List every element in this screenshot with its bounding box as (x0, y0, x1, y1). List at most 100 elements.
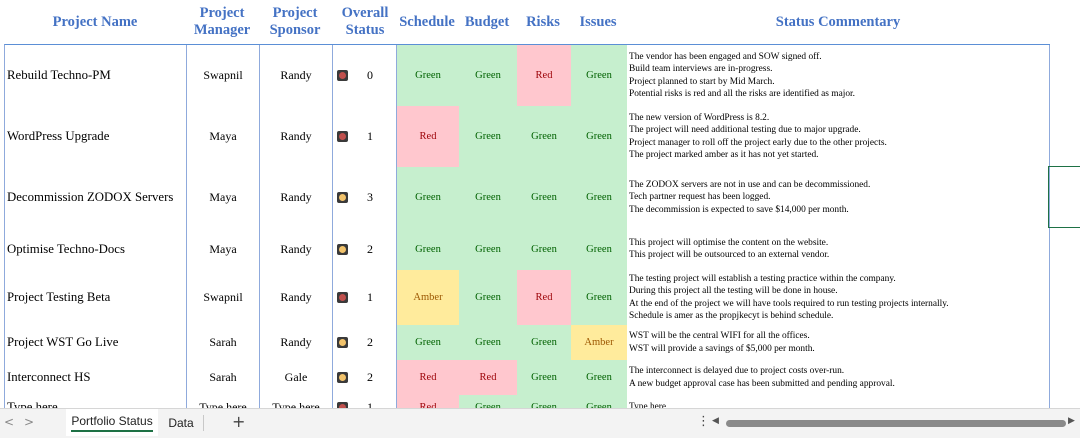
project-name-cell[interactable]: WordPress Upgrade (7, 129, 110, 143)
header-schedule[interactable]: Schedule (399, 13, 455, 30)
project-name-cell[interactable]: Project Testing Beta (7, 290, 111, 304)
spreadsheet-grid[interactable]: Project Name Project Manager Project Spo… (0, 0, 1080, 408)
schedule-cell[interactable]: Red (397, 395, 459, 408)
sheet-tab-bar: < > Portfolio Status Data + ⋮ ◀ ▶ (0, 408, 1080, 438)
overall-status-cell[interactable]: 2 (367, 241, 373, 256)
risks-cell[interactable]: Green (517, 395, 571, 408)
budget-cell[interactable]: Green (459, 167, 517, 228)
project-manager-cell[interactable]: Sarah (209, 335, 237, 349)
project-name-cell[interactable]: Interconnect HS (7, 370, 91, 384)
project-manager-cell[interactable]: Swapnil (203, 290, 243, 304)
overall-status-cell[interactable]: 2 (367, 370, 373, 384)
header-project-manager[interactable]: Project Manager (193, 5, 251, 38)
status-commentary-cell[interactable]: The vendor has been engaged and SOW sign… (629, 51, 855, 99)
overall-status-cell[interactable]: 1 (367, 129, 373, 143)
budget-cell[interactable]: Green (459, 270, 517, 325)
red-dot-icon (333, 106, 351, 167)
tab-portfolio-status[interactable]: Portfolio Status (66, 409, 158, 436)
status-commentary-cell[interactable]: The interconnect is delayed due to proje… (629, 366, 895, 389)
header-budget[interactable]: Budget (464, 13, 510, 30)
overall-status-cell[interactable]: 0 (367, 68, 373, 82)
project-manager-cell[interactable]: Type here (199, 399, 247, 409)
issues-cell[interactable]: Green (571, 106, 627, 167)
project-manager-cell[interactable]: Maya (209, 241, 237, 256)
project-name-cell[interactable]: Optimise Techno-Docs (7, 241, 125, 256)
budget-cell[interactable]: Green (459, 325, 517, 360)
schedule-cell[interactable]: Red (397, 106, 459, 167)
column-divider (186, 44, 187, 408)
header-overall-status[interactable]: Overall Status (341, 5, 389, 38)
project-sponsor-cell[interactable]: Gale (284, 370, 308, 384)
issues-cell[interactable]: Green (571, 360, 627, 395)
budget-cell[interactable]: Green (459, 45, 517, 106)
project-sponsor-cell[interactable]: Randy (280, 190, 312, 204)
status-commentary-cell[interactable]: This project will optimise the content o… (629, 237, 830, 260)
issues-cell[interactable]: Green (571, 167, 627, 228)
overall-status-cell[interactable]: 2 (367, 335, 373, 349)
project-name-cell[interactable]: Type here (7, 399, 58, 409)
issues-cell[interactable]: Green (571, 395, 627, 408)
project-name-cell[interactable]: Rebuild Techno-PM (7, 68, 111, 82)
project-sponsor-cell[interactable]: Randy (280, 129, 312, 143)
header-status-commentary[interactable]: Status Commentary (775, 13, 901, 30)
scroll-left-arrow-icon[interactable]: ◀ (712, 416, 719, 426)
header-project-sponsor[interactable]: Project Sponsor (269, 5, 321, 38)
risks-cell[interactable]: Green (517, 228, 571, 270)
issues-cell[interactable]: Amber (571, 325, 627, 360)
issues-cell[interactable]: Green (571, 228, 627, 270)
issues-cell[interactable]: Green (571, 270, 627, 325)
status-commentary-cell[interactable]: The new version of WordPress is 8.2. The… (629, 112, 887, 160)
schedule-cell[interactable]: Green (397, 325, 459, 360)
status-commentary-cell[interactable]: Type here (629, 401, 667, 408)
tab-scroll-right-icon[interactable]: > (24, 415, 35, 429)
risks-cell[interactable]: Green (517, 106, 571, 167)
budget-cell[interactable]: Red (459, 360, 517, 395)
schedule-cell[interactable]: Red (397, 360, 459, 395)
project-manager-cell[interactable]: Sarah (209, 370, 237, 384)
status-commentary-cell[interactable]: The testing project will establish a tes… (629, 273, 949, 321)
tab-data[interactable]: Data (160, 409, 202, 436)
budget-cell[interactable]: Green (459, 228, 517, 270)
add-sheet-icon[interactable]: + (232, 412, 246, 431)
budget-cell[interactable]: Green (459, 106, 517, 167)
risks-cell[interactable]: Red (517, 270, 571, 325)
project-sponsor-cell[interactable]: Randy (280, 335, 312, 349)
project-sponsor-cell[interactable]: Randy (280, 290, 312, 304)
risks-cell[interactable]: Green (517, 360, 571, 395)
status-commentary-cell[interactable]: WST will be the central WIFI for all the… (629, 331, 815, 354)
project-name-cell[interactable]: Project WST Go Live (7, 335, 119, 349)
tab-scroll-left-icon[interactable]: < (4, 415, 15, 429)
amber-dot-icon (333, 360, 351, 395)
status-indicator-icon (336, 70, 348, 81)
selected-cell-outline[interactable] (1048, 166, 1080, 228)
status-commentary-cell[interactable]: The ZODOX servers are not in use and can… (629, 180, 871, 215)
project-sponsor-cell[interactable]: Randy (280, 241, 312, 256)
table-row: Optimise Techno-Docs Maya Randy 2 Green Green… (5, 228, 1051, 270)
project-name-cell[interactable]: Decommission ZODOX Servers (7, 190, 174, 204)
project-manager-cell[interactable]: Swapnil (203, 68, 243, 82)
amber-dot-icon (333, 167, 351, 228)
project-sponsor-cell[interactable]: Randy (280, 68, 312, 82)
header-issues[interactable]: Issues (579, 13, 617, 30)
header-project-name[interactable]: Project Name (52, 13, 138, 30)
more-options-icon[interactable]: ⋮ (697, 414, 710, 429)
overall-status-cell[interactable]: 1 (367, 290, 373, 304)
risks-cell[interactable]: Green (517, 325, 571, 360)
header-risks[interactable]: Risks (526, 13, 560, 30)
overall-status-cell[interactable]: 3 (367, 190, 373, 204)
budget-cell[interactable]: Green (459, 395, 517, 408)
schedule-cell[interactable]: Green (397, 167, 459, 228)
issues-cell[interactable]: Green (571, 45, 627, 106)
overall-status-cell[interactable]: 1 (367, 399, 373, 409)
project-manager-cell[interactable]: Maya (209, 190, 237, 204)
risks-cell[interactable]: Green (517, 167, 571, 228)
risks-cell[interactable]: Red (517, 45, 571, 106)
project-sponsor-cell[interactable]: Type here (272, 399, 320, 409)
scrollbar-thumb[interactable] (726, 420, 1066, 427)
horizontal-scrollbar[interactable]: ◀ ▶ (712, 416, 1076, 430)
project-manager-cell[interactable]: Maya (209, 129, 237, 143)
schedule-cell[interactable]: Green (397, 45, 459, 106)
schedule-cell[interactable]: Amber (397, 270, 459, 325)
scroll-right-arrow-icon[interactable]: ▶ (1068, 416, 1075, 426)
schedule-cell[interactable]: Green (397, 228, 459, 270)
